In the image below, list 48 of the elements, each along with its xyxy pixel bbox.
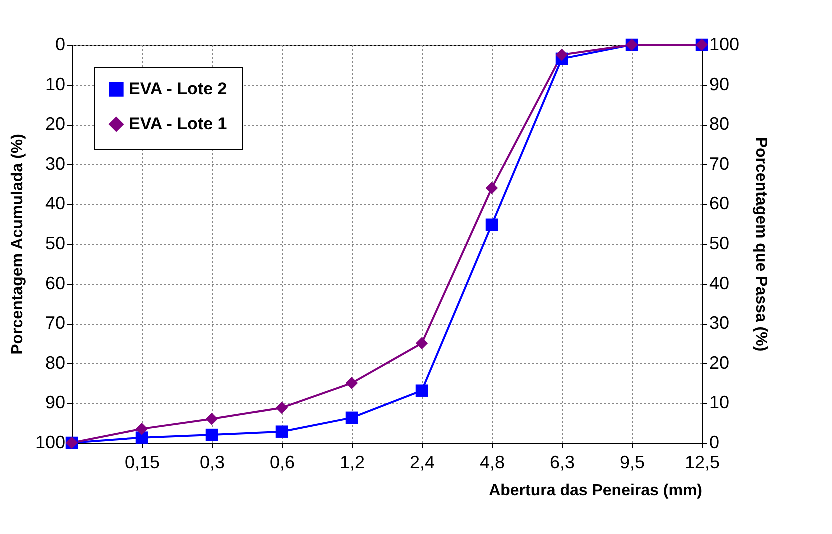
x-tick-label: 6,3: [550, 452, 576, 472]
y2-tick-label: 10: [710, 392, 730, 413]
y2-tick-label: 80: [710, 114, 730, 134]
point: [346, 412, 358, 424]
y-tick-label: 0: [55, 34, 66, 54]
y-tick-label: 70: [45, 313, 66, 334]
point: [276, 402, 288, 414]
y2-axis-title: Porcentagem que Passa (%): [752, 137, 770, 352]
y2-tick-label: 40: [710, 273, 730, 294]
point: [276, 426, 288, 438]
y-tick-label: 40: [45, 194, 66, 214]
x-tick-label: 0,3: [200, 452, 226, 472]
y-tick-label: 30: [45, 154, 66, 174]
x-axis-title: Abertura das Peneiras (mm): [489, 482, 702, 500]
point: [486, 182, 498, 194]
x-tick-label: 0,6: [270, 452, 296, 472]
y2-tick-label: 100: [710, 34, 740, 54]
x-tick-label: 2,4: [410, 452, 436, 472]
y2-tick-label: 90: [710, 74, 730, 94]
y-axis-title: Porcentagem Acumulada (%): [9, 134, 26, 355]
y-tick-label: 10: [45, 74, 66, 94]
x-tick-label: 1,2: [340, 452, 366, 472]
y2-tick-label: 60: [710, 194, 730, 214]
point: [346, 377, 358, 390]
point: [206, 412, 218, 426]
x-tick-label: 12,5: [684, 452, 720, 472]
legend-label: EVA - Lote 2: [129, 80, 228, 98]
x-tick-label: 9,5: [620, 452, 646, 472]
point: [486, 218, 498, 232]
y2-tick-label: 70: [710, 154, 730, 174]
y-tick-label: 100: [35, 432, 66, 452]
y2-tick-label: 20: [710, 352, 730, 373]
y2-tick-label: 0: [710, 432, 720, 452]
legend-label: EVA - Lote 1: [129, 114, 228, 134]
y2-tick-label: 50: [710, 234, 730, 254]
y-tick-label: 80: [45, 352, 66, 373]
point: [206, 428, 218, 442]
point: [416, 384, 428, 397]
y-tick-label: 50: [45, 234, 66, 254]
point: [416, 337, 428, 350]
x-tick-label: 0,15: [124, 452, 160, 472]
y2-tick-label: 30: [710, 313, 730, 334]
point: [556, 48, 568, 62]
point: [136, 422, 148, 436]
x-tick-label: 4,8: [480, 452, 506, 472]
y-tick-label: 90: [45, 392, 66, 413]
y-tick-label: 20: [45, 114, 66, 134]
y-tick-label: 60: [45, 273, 66, 294]
